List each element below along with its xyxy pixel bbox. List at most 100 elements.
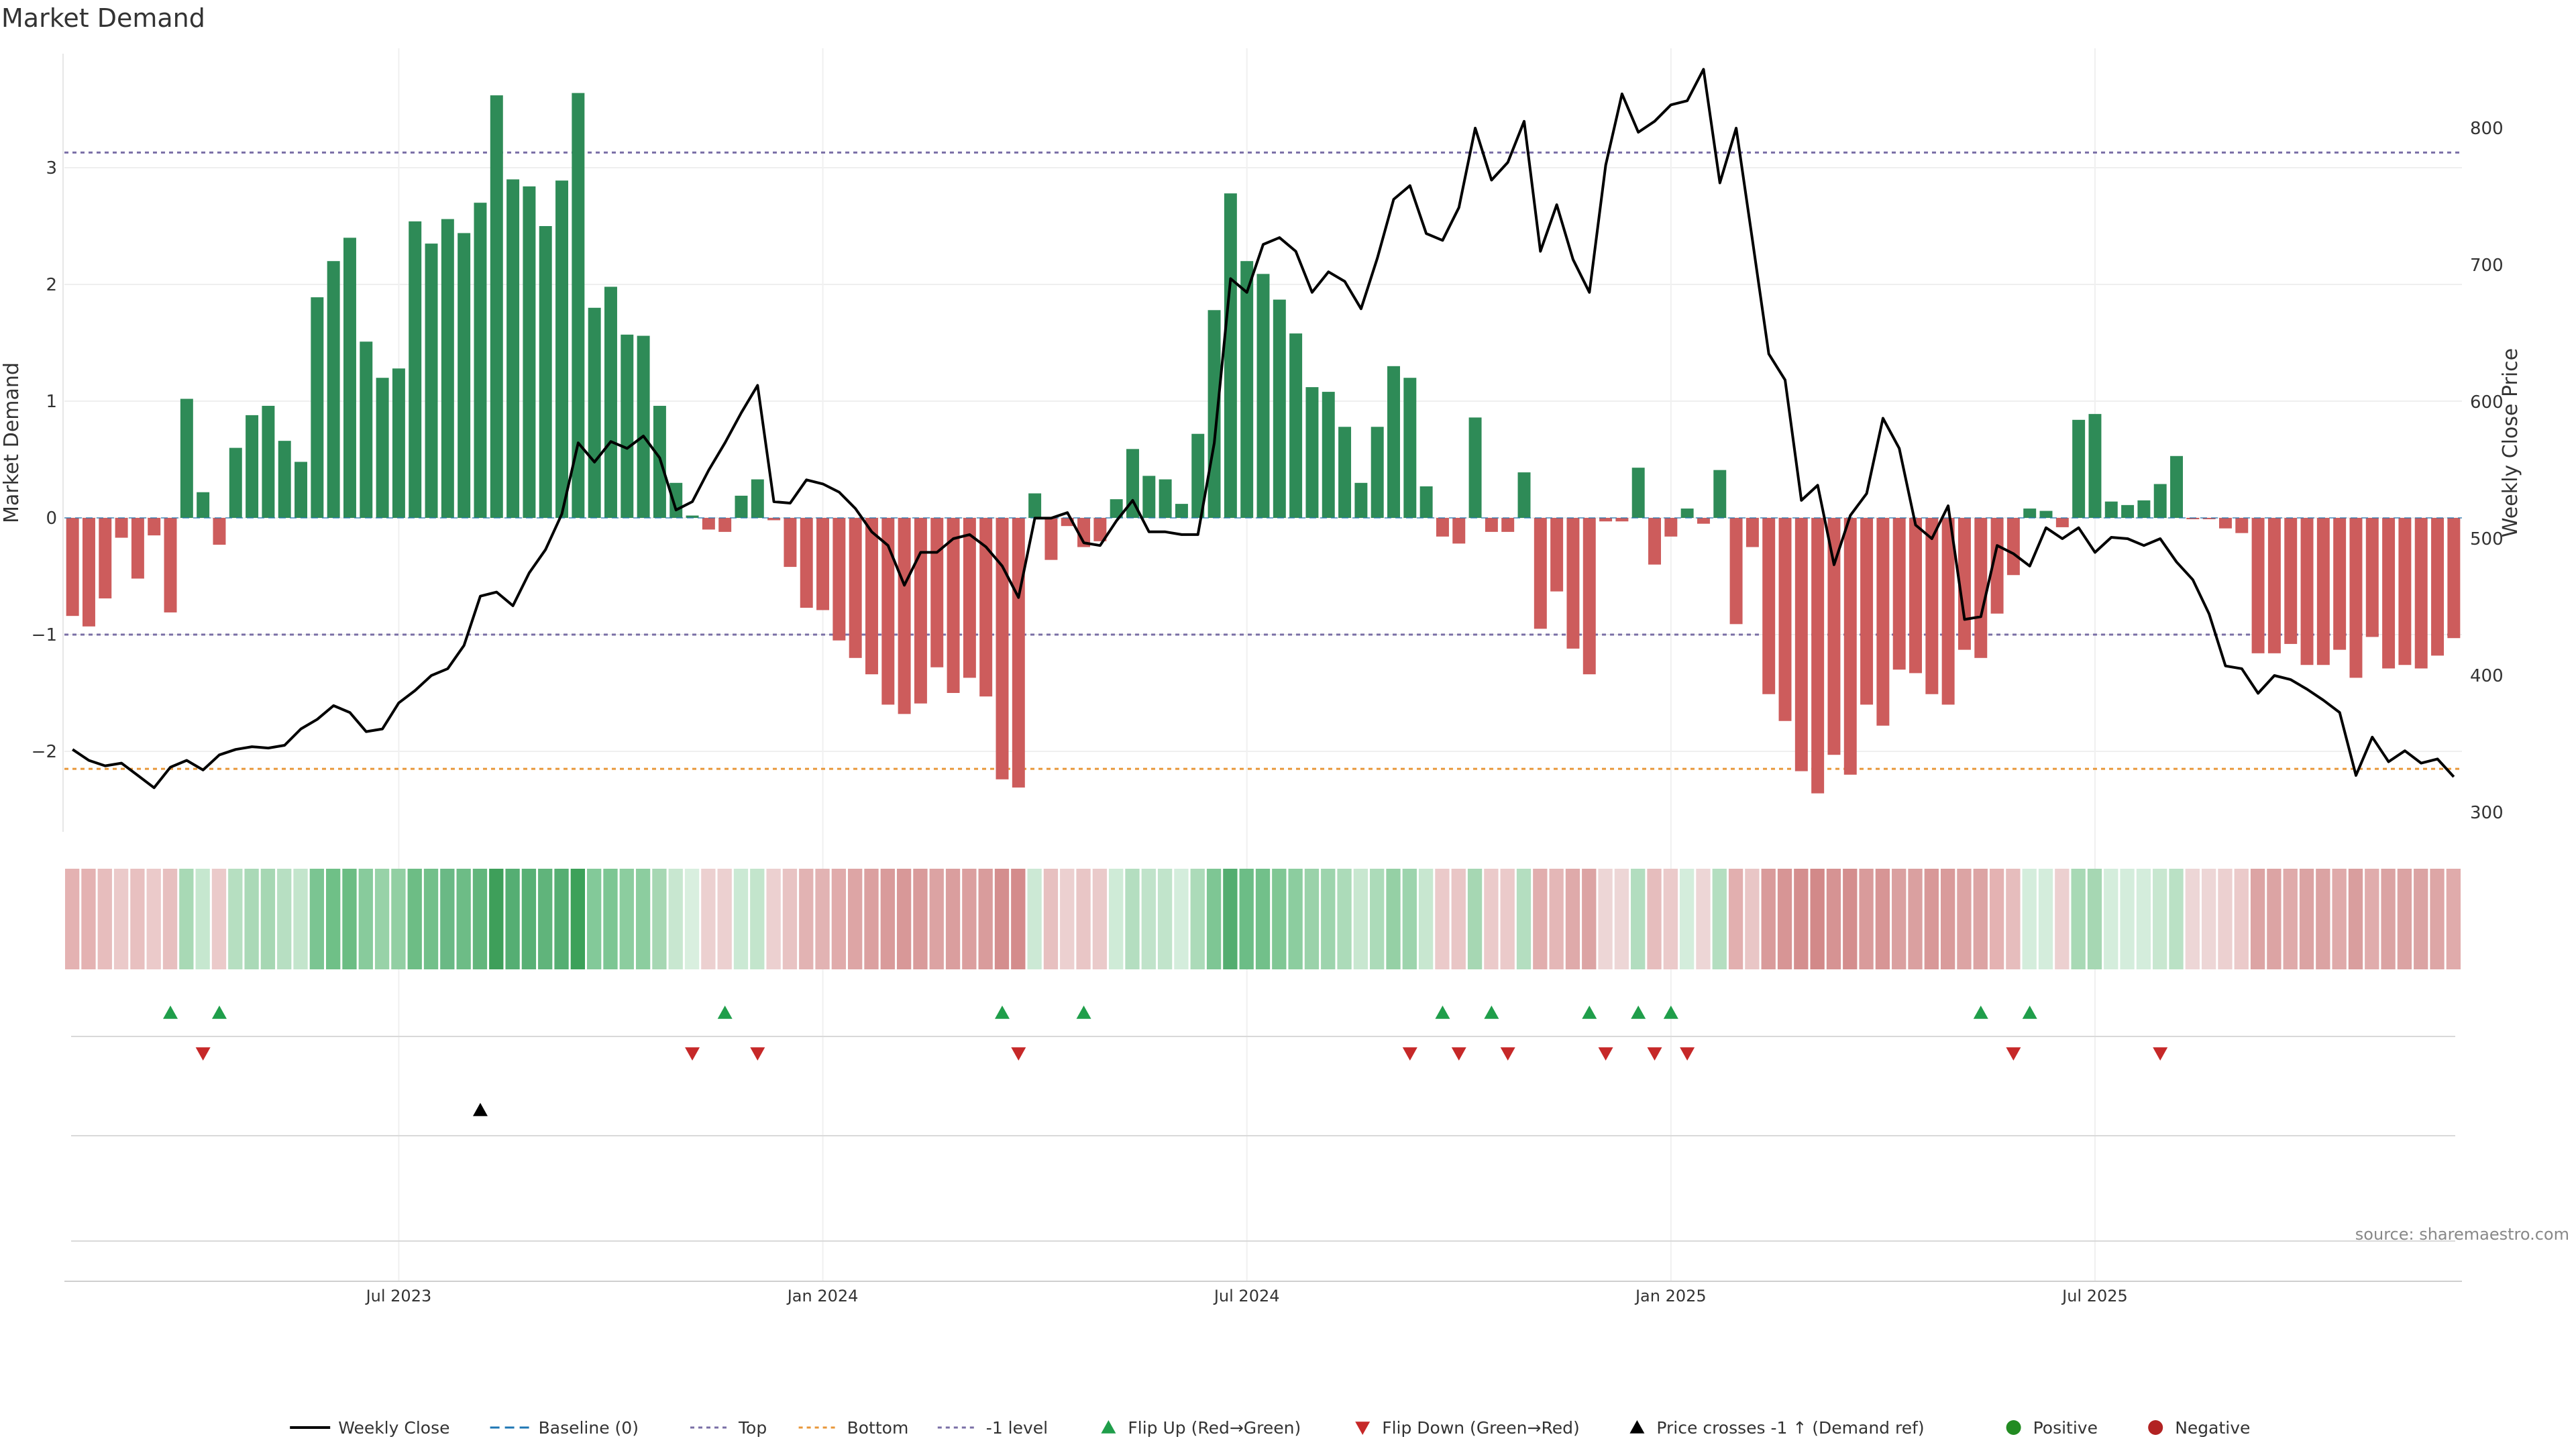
- demand-bar: [1566, 518, 1580, 649]
- heat-cell: [1370, 869, 1385, 969]
- flip-up-marker: [1973, 1006, 1988, 1019]
- demand-bar: [2284, 518, 2298, 644]
- heat-cell: [1272, 869, 1287, 969]
- left-tick-label: −2: [32, 742, 57, 762]
- heat-cell: [489, 869, 504, 969]
- demand-bar: [930, 518, 944, 667]
- heat-cell: [326, 869, 341, 969]
- demand-bar: [555, 180, 569, 518]
- demand-bar: [2055, 518, 2069, 527]
- heat-cell: [1810, 869, 1825, 969]
- left-tick-label: 3: [46, 158, 57, 178]
- heat-cell: [2120, 869, 2135, 969]
- demand-bar: [1680, 508, 1694, 518]
- heat-cell: [2006, 869, 2021, 969]
- legend-label: Bottom: [847, 1418, 909, 1438]
- demand-bar: [164, 518, 177, 612]
- heat-cell: [978, 869, 993, 969]
- demand-bar: [1974, 518, 1988, 658]
- demand-bar: [1778, 518, 1792, 721]
- demand-bar: [1175, 504, 1188, 518]
- legend-swatch-positive: [2006, 1420, 2021, 1435]
- heat-cell: [929, 869, 944, 969]
- heat-cell: [848, 869, 863, 969]
- heat-cell: [2365, 869, 2379, 969]
- heat-cell: [1141, 869, 1156, 969]
- heat-cell: [1761, 869, 1776, 969]
- heat-cell: [374, 869, 390, 969]
- heat-cell: [2316, 869, 2330, 969]
- demand-bar: [294, 462, 308, 518]
- heat-cell: [864, 869, 879, 969]
- heat-cell: [162, 869, 178, 969]
- left-axis-title: Market Demand: [0, 362, 23, 523]
- heat-cell: [2397, 869, 2412, 969]
- heat-cell: [1892, 869, 1907, 969]
- heat-cell: [2022, 869, 2037, 969]
- demand-bar: [1631, 468, 1645, 518]
- heat-cell: [472, 869, 488, 969]
- demand-bar: [1746, 518, 1759, 547]
- demand-bar: [1224, 193, 1237, 518]
- flip-down-marker: [1500, 1047, 1515, 1061]
- heat-cell: [701, 869, 716, 969]
- left-tick-label: −1: [32, 625, 57, 645]
- demand-bar: [2382, 518, 2396, 669]
- heat-cell: [2218, 869, 2233, 969]
- demand-heat-strip: [65, 869, 2461, 969]
- demand-bar: [2088, 414, 2102, 518]
- demand-bar: [2235, 518, 2249, 533]
- heat-cell: [358, 869, 373, 969]
- x-axis-label: Jul 2024: [1213, 1287, 1280, 1305]
- heat-cell: [1940, 869, 1955, 969]
- heat-cell: [1745, 869, 1760, 969]
- flip-up-marker: [163, 1006, 178, 1019]
- flip-up-marker: [717, 1006, 733, 1019]
- demand-bar: [849, 518, 862, 658]
- heat-cell: [554, 869, 569, 969]
- flip-down-marker: [1647, 1047, 1662, 1061]
- demand-bar: [246, 415, 259, 518]
- heat-cell: [505, 869, 520, 969]
- demand-bar: [572, 93, 585, 518]
- demand-bar: [1501, 518, 1515, 532]
- heat-cell: [456, 869, 471, 969]
- demand-bar: [1419, 486, 1433, 518]
- flip-down-marker: [1598, 1047, 1613, 1061]
- demand-bar: [409, 221, 422, 518]
- demand-bar: [2072, 419, 2086, 518]
- heat-cell: [2267, 869, 2282, 969]
- heat-cell: [293, 869, 308, 969]
- heat-cell: [113, 869, 129, 969]
- right-tick-label: 400: [2470, 666, 2504, 686]
- demand-bar: [1664, 518, 1678, 537]
- demand-bar: [1012, 518, 1025, 788]
- heat-cell: [195, 869, 210, 969]
- legend-label: Top: [738, 1418, 767, 1438]
- x-axis-label: Jan 2025: [1634, 1287, 1707, 1305]
- demand-bar: [2202, 518, 2216, 519]
- legend-label: -1 level: [986, 1418, 1048, 1438]
- heat-cell: [2153, 869, 2167, 969]
- signal-markers: [163, 1006, 2168, 1116]
- heat-cell: [1011, 869, 1026, 969]
- heat-cell: [277, 869, 292, 969]
- heat-cell: [309, 869, 325, 969]
- demand-bar: [506, 179, 520, 518]
- heat-cell: [1239, 869, 1254, 969]
- flip-up-marker: [1582, 1006, 1597, 1019]
- demand-bar: [131, 518, 144, 579]
- heat-cell: [1614, 869, 1629, 969]
- demand-bar: [1452, 518, 1466, 544]
- legend: Weekly Close Baseline (0) Top Bottom -1 leve…: [290, 1418, 2250, 1438]
- legend-label: Weekly Close: [338, 1418, 449, 1438]
- demand-bar: [1648, 518, 1661, 565]
- demand-bar: [865, 518, 878, 675]
- demand-bar: [1534, 518, 1547, 629]
- demand-bar: [2039, 511, 2053, 518]
- heat-cell: [880, 869, 895, 969]
- heat-cell: [130, 869, 145, 969]
- demand-bar: [458, 233, 471, 518]
- heat-cell: [603, 869, 618, 969]
